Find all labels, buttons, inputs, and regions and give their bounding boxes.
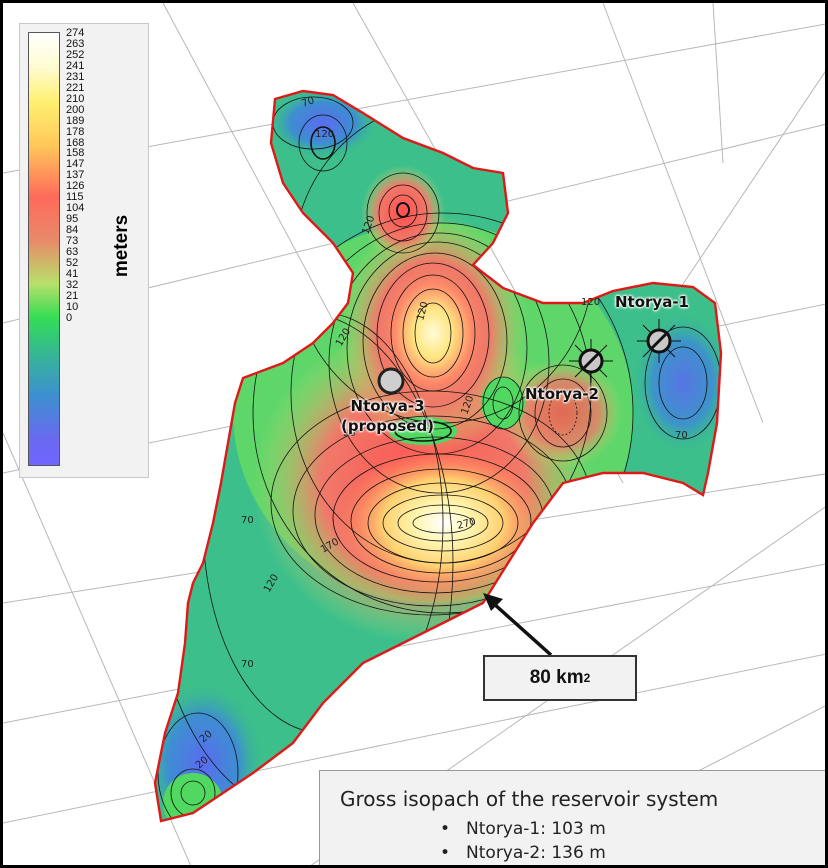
well-ntorya-3-symbol[interactable] <box>377 367 405 395</box>
contour-label: 70 <box>675 430 688 441</box>
reservoir-outline <box>153 89 723 823</box>
contour-label: 70 <box>300 95 316 110</box>
legend-tick: 73 <box>66 235 79 248</box>
legend-tick: 115 <box>66 191 84 204</box>
legend-tick: 252 <box>66 48 85 61</box>
isopach-note-box: Gross isopach of the reservoir system Nt… <box>319 770 825 865</box>
note-item: Ntorya-2: 136 m <box>440 841 606 865</box>
well-label-ntorya-2: Ntorya-2 <box>525 385 599 403</box>
legend-tick: 32 <box>66 278 79 291</box>
area-unit-superscript: 2 <box>583 671 591 685</box>
contour-label: 120 <box>581 297 600 308</box>
note-item: Ntorya-1: 103 m <box>440 817 606 841</box>
legend-tick: 158 <box>66 147 85 160</box>
contour-label: 70 <box>241 659 254 670</box>
legend-tick: 178 <box>66 125 85 138</box>
isopach-fill <box>155 91 721 821</box>
legend-tick: 168 <box>66 136 85 149</box>
well-ntorya-1-symbol[interactable] <box>637 319 681 363</box>
legend-tick: 189 <box>66 114 85 127</box>
contour-label: 20 <box>343 428 356 439</box>
legend-tick: 241 <box>66 59 85 72</box>
contour-label: 270 <box>456 516 477 532</box>
contour-label: 70 <box>241 515 254 526</box>
legend-tick: 221 <box>66 81 85 94</box>
legend-tick: 137 <box>66 169 85 182</box>
legend-tick: 104 <box>66 202 85 215</box>
legend-tick: 200 <box>66 103 85 116</box>
legend-tick: 95 <box>66 213 79 226</box>
well-label-ntorya-3: Ntorya-3 (proposed) <box>341 397 435 435</box>
legend-tick: 147 <box>66 158 85 171</box>
legend-tick: 52 <box>66 257 79 270</box>
legend-unit-label: meters <box>111 214 132 278</box>
color-scale-legend: 274 263 252 241 231 221 210 200 189 178 … <box>19 23 149 478</box>
legend-tick: 263 <box>66 37 85 50</box>
well-label-ntorya-1: Ntorya-1 <box>615 293 689 311</box>
legend-tick: 126 <box>66 180 85 193</box>
legend-tick: 84 <box>66 224 79 237</box>
note-title: Gross isopach of the reservoir system <box>340 787 719 811</box>
color-scale-ticks: 274 263 252 241 231 221 210 200 189 178 … <box>66 28 84 324</box>
legend-tick: 63 <box>66 246 79 259</box>
contour-label: 120 <box>315 129 334 140</box>
note-list: Ntorya-1: 103 m Ntorya-2: 136 m <box>440 817 606 865</box>
color-scale-bar <box>28 32 60 466</box>
area-callout-arrow <box>483 593 553 657</box>
well-ntorya-2-symbol[interactable] <box>569 339 613 383</box>
legend-tick: 231 <box>66 70 85 83</box>
legend-tick: 0 <box>66 311 73 324</box>
area-value: 80 km <box>529 667 584 688</box>
legend-tick: 21 <box>66 289 79 302</box>
legend-tick: 41 <box>66 267 79 280</box>
contour-label: 120 <box>415 300 431 321</box>
isopach-map: 70 120 120 120 120 120 120 70 70 270 170… <box>3 3 825 865</box>
legend-tick: 274 <box>66 27 85 39</box>
legend-tick: 10 <box>66 300 79 313</box>
area-callout-box: 80 km 2 <box>483 655 637 701</box>
legend-tick: 210 <box>66 92 85 105</box>
